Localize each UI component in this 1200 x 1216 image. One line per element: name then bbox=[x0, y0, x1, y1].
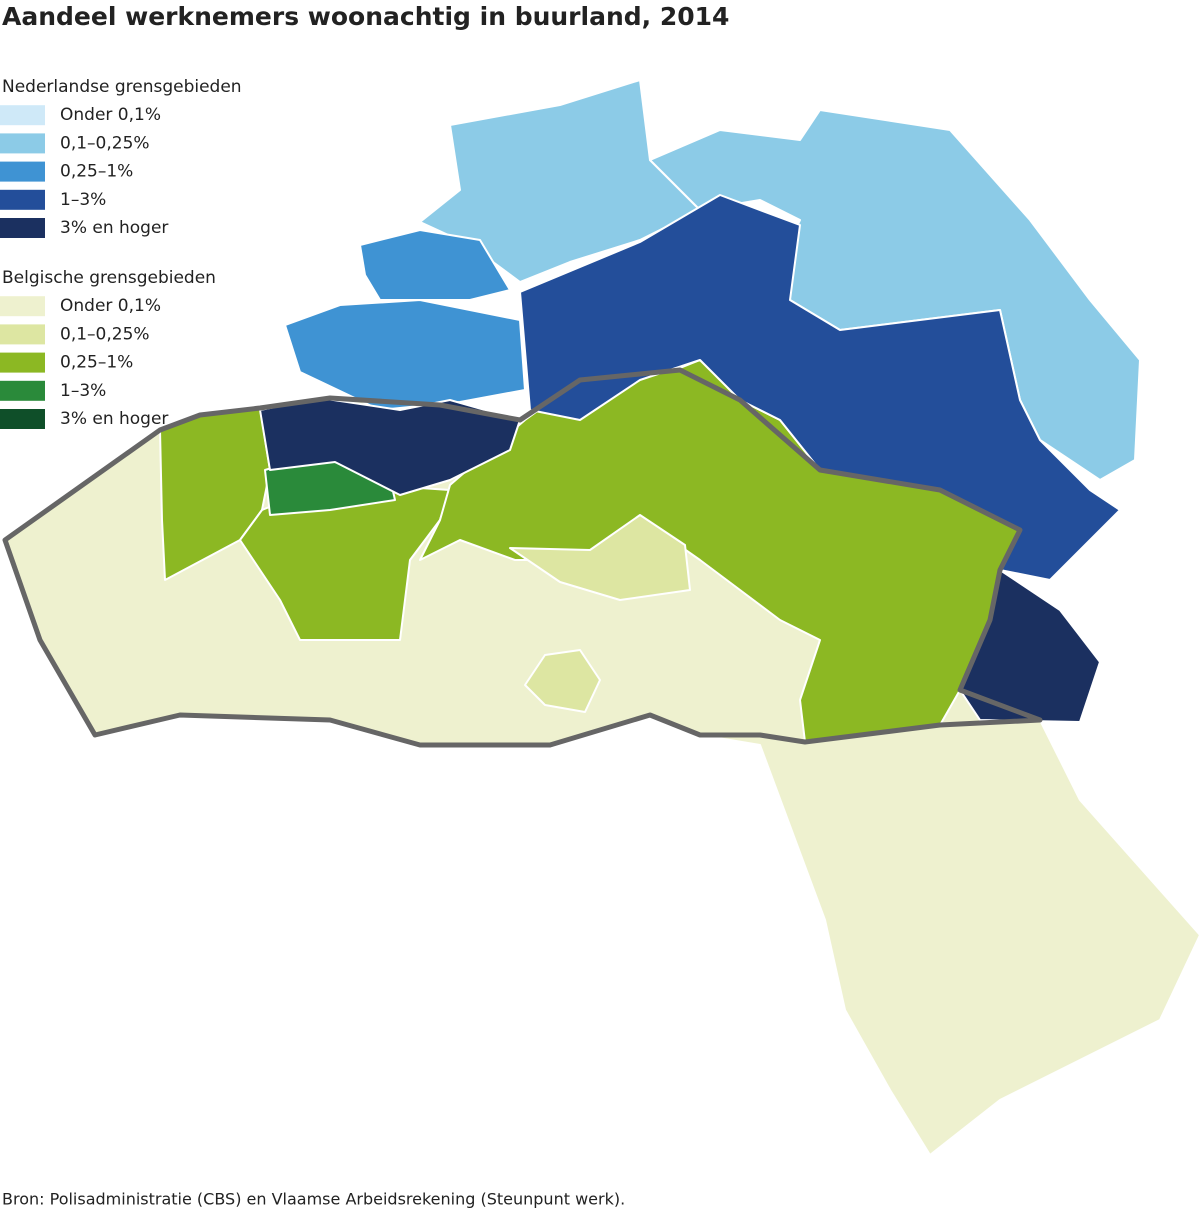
region bbox=[259, 397, 521, 496]
legend: Nederlandse grensgebieden Onder 0,1% 0,1–0… bbox=[0, 77, 242, 429]
region bbox=[359, 229, 511, 301]
legend-swatch bbox=[0, 352, 45, 373]
legend-swatch bbox=[0, 380, 45, 401]
map-title: Aandeel werknemers woonachtig in buurlan… bbox=[2, 2, 729, 31]
region bbox=[524, 649, 601, 713]
region bbox=[284, 299, 526, 411]
legend-label: 0,25–1% bbox=[60, 162, 133, 182]
legend-label: 1–3% bbox=[60, 381, 106, 401]
region bbox=[419, 79, 701, 283]
legend-swatch bbox=[0, 409, 45, 429]
map bbox=[2, 79, 1200, 1156]
legend-group-title: Nederlandse grensgebieden bbox=[2, 77, 242, 97]
legend-label: 3% en hoger bbox=[60, 409, 168, 429]
legend-label: Onder 0,1% bbox=[60, 296, 161, 316]
legend-swatch bbox=[0, 105, 45, 126]
legend-label: 0,25–1% bbox=[60, 353, 133, 373]
legend-swatch bbox=[0, 324, 45, 345]
source-note: Bron: Polisadministratie (CBS) en Vlaams… bbox=[2, 1190, 625, 1209]
legend-label: 0,1–0,25% bbox=[60, 133, 150, 153]
legend-label: Onder 0,1% bbox=[60, 105, 161, 125]
legend-group-title: Belgische grensgebieden bbox=[2, 268, 216, 288]
legend-label: 3% en hoger bbox=[60, 218, 168, 238]
legend-label: 0,1–0,25% bbox=[60, 324, 150, 344]
flanders-border bbox=[2, 367, 1043, 748]
legend-swatch bbox=[0, 296, 45, 317]
region bbox=[509, 514, 691, 601]
legend-swatch bbox=[0, 161, 45, 182]
legend-label: 1–3% bbox=[60, 190, 106, 210]
legend-swatch bbox=[0, 133, 45, 154]
legend-swatch bbox=[0, 189, 45, 210]
legend-swatch bbox=[0, 218, 45, 238]
region bbox=[519, 194, 1121, 581]
